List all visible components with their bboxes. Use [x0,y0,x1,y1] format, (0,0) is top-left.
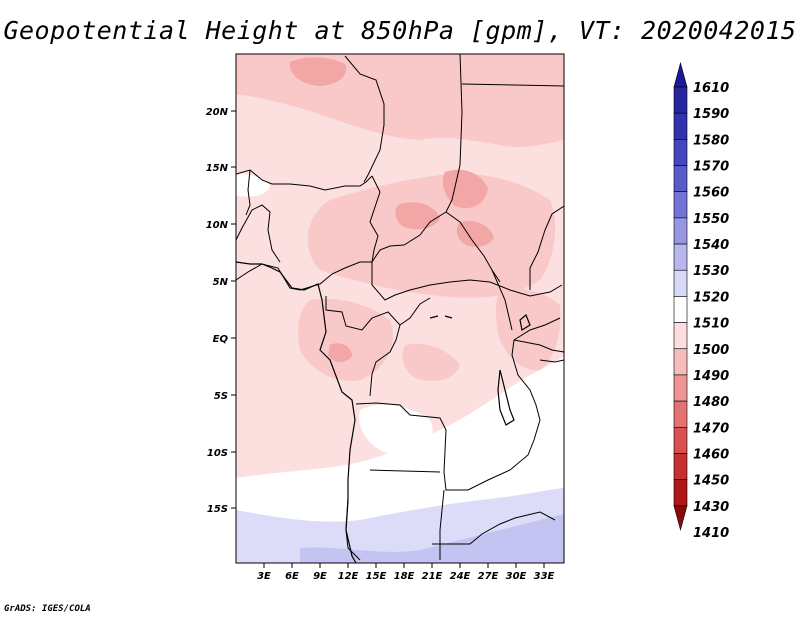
colorbar-label: 1520 [693,290,729,305]
colorbar-label: 1590 [693,107,729,122]
colorbar-label: 1500 [693,343,729,358]
lat-label: 5S [214,391,228,402]
colorbar-segment [673,269,688,297]
colorbar-segment [673,296,688,323]
shade-pink-east [495,288,561,371]
colorbar-label: 1610 [693,81,729,96]
lon-label: 33E [534,571,555,582]
colorbar-segment [673,112,688,140]
colorbar-label: 1490 [693,369,729,384]
lat-label: 10N [206,220,229,231]
lon-axis: 3E 6E 9E 12E 15E 18E 21E 24E 27E 30E 33E [257,563,555,582]
country-borders [236,54,564,561]
map-frame [235,53,565,564]
colorbar-segment [673,426,688,454]
lon-label: 12E [338,571,359,582]
colorbar-segment [673,139,688,166]
lat-label: 20N [206,107,229,118]
colorbar-label: 1470 [693,421,729,436]
colorbar-label: 1560 [693,186,729,201]
colorbar-segment [673,348,688,376]
map-area [236,54,564,563]
colorbar-segment [673,243,688,271]
shade-pink-central [402,343,460,382]
colorbar-segment [673,453,688,480]
colorbar-label: 1460 [693,447,729,462]
colorbar-top-arrow [673,61,688,88]
colorbar-label: 1450 [693,474,729,489]
lon-label: 21E [422,571,443,582]
lat-label: 5N [213,277,229,288]
colorbar-label: 1510 [693,317,729,332]
shade-dark-car [456,220,494,247]
coastline [236,261,531,563]
colorbar-segment [673,191,688,219]
colorbar-label: 1540 [693,238,729,253]
colorbar-segment [673,322,688,350]
colorbar-label: 1410 [693,526,729,541]
lat-axis: 20N 15N 10N 5N EQ 5S 10S 15S [206,107,236,515]
colorbar-label: 1570 [693,160,729,175]
shade-pink-congo [298,298,394,381]
colorbar: 1610 1590 1580 1570 1560 1550 1540 1530 1520 1510… [673,61,729,541]
colorbar-label: 1430 [693,500,729,515]
colorbar-segment [673,165,688,193]
lat-label: 15N [206,163,229,174]
shade-dark-niger [395,202,440,230]
shade-white-patch [359,404,433,455]
colorbar-segment [673,400,688,428]
colorbar-bottom-arrow [673,505,688,531]
lon-label: 24E [450,571,471,582]
chart-title: Geopotential Height at 850hPa [gpm], VT:… [3,16,797,45]
lon-label: 3E [257,571,271,582]
lon-label: 30E [506,571,527,582]
shade-pink-sahel [307,173,556,298]
colorbar-segment [673,374,688,402]
lon-label: 15E [366,571,387,582]
colorbar-label: 1550 [693,212,729,227]
lon-label: 6E [285,571,299,582]
colorbar-segment [673,86,688,114]
lat-label: 10S [207,448,228,459]
lon-label: 9E [313,571,327,582]
shade-dark-chad [442,169,488,209]
lon-label: 27E [478,571,499,582]
shade-dark-north [289,57,347,86]
shade-dark-coast [328,343,352,362]
colorbar-segment [673,217,688,245]
shade-blue-mid [300,514,564,563]
grads-credit: GrADS: IGES/COLA [4,604,91,614]
colorbar-label: 1480 [693,395,729,410]
colorbar-label: 1580 [693,133,729,148]
colorbar-segment [673,479,688,507]
lat-label: EQ [213,334,229,345]
lat-label: 15S [207,504,228,515]
lon-label: 18E [394,571,415,582]
colorbar-label: 1530 [693,264,729,279]
